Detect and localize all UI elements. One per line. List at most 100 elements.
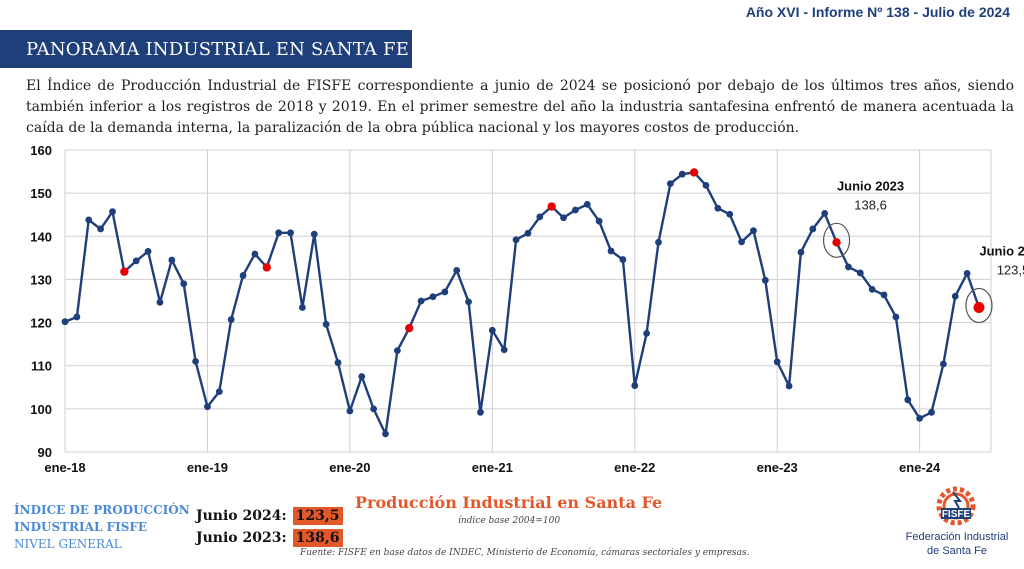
data-point — [334, 359, 342, 367]
data-point — [346, 407, 354, 415]
y-tick-label: 90 — [38, 445, 52, 460]
data-point — [215, 388, 223, 395]
logo-text: Federación Industrial de Santa Fe — [896, 530, 1018, 558]
data-point — [714, 204, 722, 212]
logo-badge: FISFE — [942, 509, 971, 520]
stat-june-2023: Junio 2023: 138,6 — [196, 529, 343, 547]
data-point — [512, 236, 520, 244]
data-point — [607, 247, 615, 255]
logo-line2: de Santa Fe — [927, 545, 987, 557]
data-point — [299, 304, 306, 311]
intro-paragraph: El Índice de Producción Industrial de FI… — [26, 78, 1014, 136]
logo-line1: Federación Industrial — [905, 531, 1009, 543]
stat-value: 123,5 — [292, 507, 343, 525]
x-tick-label: ene-20 — [329, 460, 370, 475]
data-point — [144, 247, 152, 255]
data-point — [643, 329, 651, 337]
data-point — [904, 396, 912, 404]
highlighted-point — [832, 238, 841, 247]
index-label-line3: NIVEL GENERAL — [14, 537, 122, 551]
annotation-title: Junio 2023 — [837, 178, 904, 193]
data-point — [358, 373, 366, 380]
data-point — [880, 291, 888, 299]
data-point — [785, 382, 793, 390]
x-tick-label: ene-21 — [472, 460, 513, 475]
data-point — [180, 280, 188, 288]
data-point — [310, 230, 318, 238]
series-line — [64, 171, 981, 436]
data-point — [370, 405, 378, 413]
x-tick-label: ene-24 — [899, 460, 941, 475]
data-point — [453, 266, 461, 274]
source-note: Fuente: FISFE en base datos de INDEC, Mi… — [300, 548, 750, 558]
x-tick-label: ene-23 — [757, 460, 798, 475]
grid-layer — [64, 149, 992, 453]
data-point — [631, 382, 639, 389]
data-point — [726, 210, 734, 218]
y-tick-label: 150 — [30, 186, 52, 201]
data-point — [738, 238, 745, 246]
highlighted-point — [262, 263, 271, 272]
data-point — [678, 170, 686, 178]
chart-title: Producción Industrial en Santa Fe — [355, 493, 663, 512]
highlighted-point — [120, 267, 129, 276]
data-point — [821, 210, 829, 217]
data-point — [619, 256, 627, 263]
data-point — [655, 238, 662, 246]
data-point — [572, 206, 579, 214]
data-point — [192, 358, 199, 365]
stat-value: 138,6 — [292, 529, 343, 547]
data-point — [666, 180, 674, 188]
highlighted-point — [973, 301, 985, 313]
annotation-value: 123,5 — [997, 262, 1024, 277]
data-point — [465, 298, 472, 306]
highlighted-point — [547, 202, 556, 211]
data-point — [536, 213, 544, 221]
data-point — [287, 229, 294, 237]
data-point — [322, 320, 330, 328]
x-tick-label: ene-19 — [187, 460, 228, 475]
data-point — [168, 256, 176, 264]
stat-label: Junio 2024: — [196, 508, 287, 524]
data-point — [750, 227, 757, 235]
data-points — [61, 168, 985, 438]
fisfe-gear-logo-icon: FISFE — [936, 486, 976, 526]
highlighted-point — [405, 323, 414, 333]
annotation-value: 138,6 — [854, 197, 887, 212]
x-axis-ticks: ene-18 ene-19 ene-20 ene-21 ene-22 ene-23 ene-… — [44, 460, 941, 475]
data-point — [809, 225, 817, 233]
data-point — [393, 347, 401, 355]
data-point — [524, 229, 532, 237]
annotations: Junio 2023 138,6 Junio 2024 123,5 — [822, 178, 1024, 324]
data-point — [892, 313, 900, 321]
data-point — [477, 408, 484, 416]
x-tick-label: ene-22 — [614, 460, 655, 475]
data-point — [951, 292, 959, 300]
data-point — [868, 285, 876, 293]
data-point — [275, 229, 283, 237]
index-label-line1: ÍNDICE DE PRODUCCIÓN — [14, 503, 190, 517]
data-point — [963, 269, 971, 277]
stat-june-2024: Junio 2024: 123,5 — [196, 507, 343, 525]
data-point — [560, 214, 567, 222]
annotation-ring — [822, 222, 851, 258]
chart-subtitle: índice base 2004=100 — [458, 516, 561, 526]
highlighted-point — [689, 168, 699, 177]
x-tick-label: ene-18 — [44, 460, 85, 475]
data-point — [382, 430, 389, 438]
y-tick-label: 140 — [30, 229, 52, 244]
data-point — [61, 318, 69, 326]
data-point — [761, 276, 769, 284]
y-tick-label: 110 — [31, 359, 52, 374]
data-point — [939, 360, 947, 368]
y-tick-label: 100 — [30, 402, 52, 417]
data-point — [583, 200, 591, 208]
index-label: ÍNDICE DE PRODUCCIÓN INDUSTRIAL FISFE NI… — [14, 502, 190, 553]
index-label-line2: INDUSTRIAL FISFE — [14, 520, 148, 534]
data-point — [845, 263, 852, 271]
data-point — [227, 316, 235, 323]
data-point — [239, 272, 247, 279]
data-point — [702, 181, 710, 189]
edition-label: Año XVI - Informe Nº 138 - Julio de 2024 — [745, 4, 1010, 20]
